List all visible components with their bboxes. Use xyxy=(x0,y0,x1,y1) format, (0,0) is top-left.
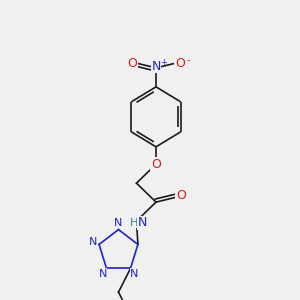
Text: O: O xyxy=(176,189,186,202)
Text: +: + xyxy=(160,58,167,67)
Text: N: N xyxy=(130,269,139,279)
Text: H: H xyxy=(130,218,138,228)
Text: N: N xyxy=(98,269,107,279)
Text: -: - xyxy=(186,55,190,65)
Text: N: N xyxy=(88,237,97,247)
Text: O: O xyxy=(151,158,161,171)
Text: O: O xyxy=(127,57,137,70)
Text: O: O xyxy=(175,57,185,70)
Text: N: N xyxy=(151,60,161,73)
Text: N: N xyxy=(114,218,123,228)
Text: N: N xyxy=(138,216,147,229)
